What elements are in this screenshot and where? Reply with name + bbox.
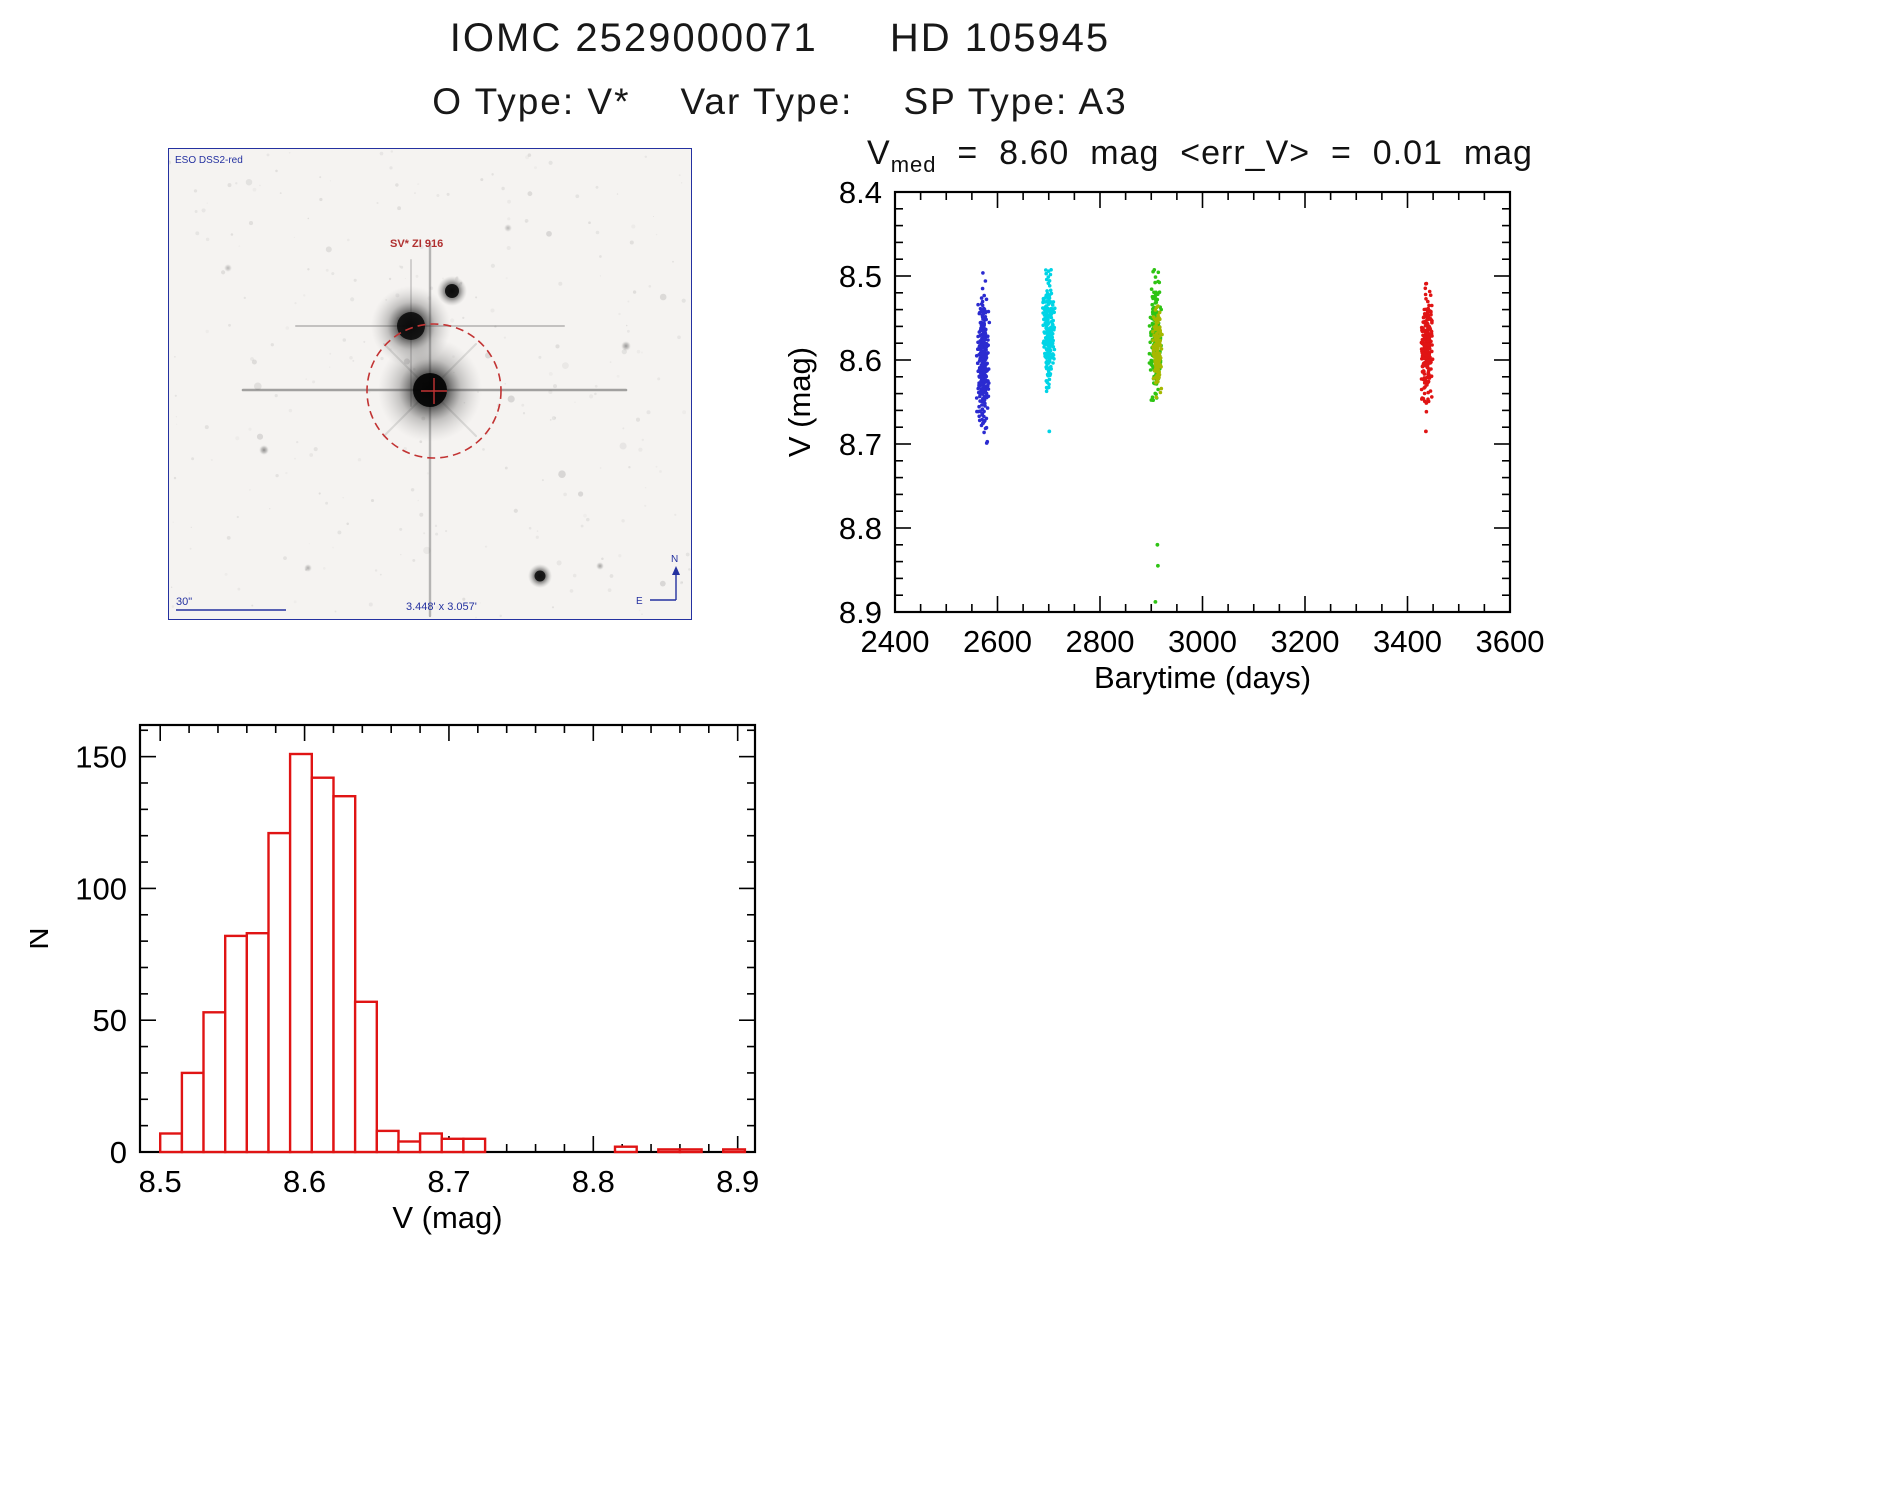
scatter-epoch-4-red: [1419, 281, 1435, 434]
page-subtitle: O Type: V* Var Type: SP Type: A3: [0, 81, 1560, 123]
vmed-value-text: = 8.60 mag <err_V> = 0.01 mag: [936, 134, 1533, 172]
y-tick-label: 8.4: [839, 180, 882, 210]
compass-north-label: N: [671, 554, 678, 565]
x-tick-label: 2400: [861, 624, 930, 659]
y-tick-label: 150: [75, 740, 127, 775]
x-tick-label: 8.8: [572, 1164, 615, 1199]
x-tick-label: 3200: [1271, 624, 1340, 659]
vmed-symbol: V: [867, 134, 891, 172]
x-axis-label: Barytime (days): [1094, 660, 1311, 695]
x-tick-label: 2800: [1066, 624, 1135, 659]
north-arrow-icon: [672, 566, 680, 575]
y-tick-label: 0: [110, 1135, 127, 1170]
survey-label: ESO DSS2-red: [175, 155, 243, 166]
y-axis-label: N: [30, 927, 55, 949]
x-tick-label: 3400: [1373, 624, 1442, 659]
y-tick-label: 50: [93, 1003, 127, 1038]
lightcurve-plot: 2400 2600 2800 3000 3200 3400 3600 8.4 8.5 8.6 8.7…: [782, 180, 1545, 695]
y-tick-label: 8.6: [839, 343, 882, 378]
histogram-bars: [158, 752, 747, 1154]
x-tick-label: 8.6: [283, 1164, 326, 1199]
finding-chart-image: SV* ZI 916 ESO DSS2-red 30" 3.448' x 3.0…: [168, 148, 692, 620]
y-tick-label: 100: [75, 871, 127, 906]
star-name: HD 105945: [889, 16, 1111, 60]
y-tick-label: 8.9: [839, 595, 882, 630]
object-type: O Type: V*: [432, 81, 631, 122]
scatter-epoch-1-blue: [974, 271, 992, 445]
scale-bar-label: 30": [176, 596, 192, 608]
y-axis-label: V (mag): [782, 347, 817, 457]
plot-frame: [893, 190, 1512, 614]
scatter-epoch-3-olive: [1151, 304, 1164, 399]
compass: [650, 566, 680, 601]
x-tick-label: 8.7: [427, 1164, 470, 1199]
x-tick-label: 3600: [1476, 624, 1545, 659]
stars: [224, 224, 631, 588]
image-frame: [168, 148, 692, 620]
y-tick-label: 8.8: [839, 511, 882, 546]
y-tick-label: 8.7: [839, 427, 882, 462]
x-axis-label: V (mag): [392, 1200, 502, 1235]
page-title: IOMC 2529000071 HD 105945: [0, 16, 1560, 61]
x-tick-label: 2600: [963, 624, 1032, 659]
y-tick-label: 8.5: [839, 259, 882, 294]
lightcurve-title: Vmed = 8.60 mag <err_V> = 0.01 mag: [860, 134, 1540, 178]
vmed-subscript: med: [890, 151, 937, 177]
spectral-type: SP Type: A3: [903, 81, 1128, 122]
catalog-id: IOMC 2529000071: [449, 16, 818, 60]
fov-label: 3.448' x 3.057': [406, 601, 477, 613]
axis-ticks: [894, 191, 1511, 613]
scale-bar: 30": [176, 596, 286, 611]
x-tick-label: 3000: [1168, 624, 1237, 659]
x-tick-label: 8.9: [716, 1164, 759, 1199]
variability-type: Var Type:: [680, 81, 854, 122]
histogram-plot: 8.5 8.6 8.7 8.8 8.9 0 50 100 150 V (mag) N: [30, 723, 759, 1235]
target-label: SV* ZI 916: [390, 238, 443, 250]
page-header: IOMC 2529000071 HD 105945 O Type: V* Var…: [0, 16, 1560, 123]
target-marker: [366, 323, 502, 459]
x-tick-label: 8.5: [139, 1164, 182, 1199]
compass-east-label: E: [636, 596, 643, 607]
scatter-epoch-2-cyan: [1041, 268, 1057, 434]
